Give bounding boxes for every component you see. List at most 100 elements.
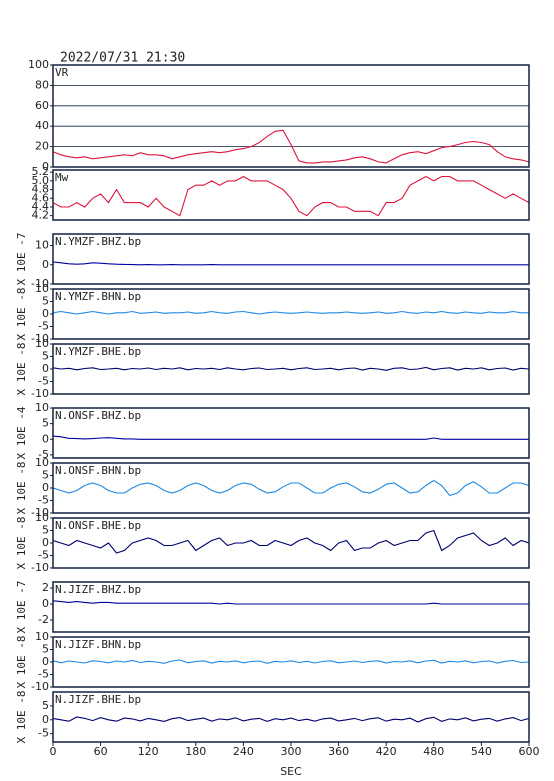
y-tick-label: 5.0 xyxy=(32,174,50,187)
unit-label: X 10E -8 xyxy=(15,517,28,570)
y-tick-label: 4.6 xyxy=(32,191,50,204)
y-tick-label: 5 xyxy=(42,295,49,308)
panel-label: N.YMZF.BHN.bp xyxy=(55,290,141,303)
figure-title: 2022/07/31 21:30 xyxy=(60,51,185,66)
y-tick-label: -10 xyxy=(31,277,49,290)
y-tick-label: -10 xyxy=(31,332,49,345)
y-tick-label: 10 xyxy=(35,401,49,414)
y-tick-label: 0 xyxy=(42,307,49,320)
y-tick-label: 100 xyxy=(28,58,49,71)
y-tick-label: 5 xyxy=(42,350,49,363)
unit-label: X 10E -7 xyxy=(15,233,28,286)
y-tick-label: 20 xyxy=(35,140,49,153)
trace xyxy=(53,659,529,664)
y-tick-label: 60 xyxy=(35,99,49,112)
trace xyxy=(53,310,529,315)
panel-frame xyxy=(52,343,530,395)
unit-label: X 10E -8 xyxy=(15,691,28,744)
y-tick-label: 0 xyxy=(42,362,49,375)
panel-frame xyxy=(52,233,530,285)
trace xyxy=(53,366,529,371)
y-tick-label: -10 xyxy=(31,506,49,519)
y-tick-label: 0 xyxy=(42,655,49,668)
panel-label: N.ONSF.BHN.bp xyxy=(55,464,141,477)
x-tick-label: 540 xyxy=(471,745,492,758)
x-tick-label: 120 xyxy=(138,745,159,758)
y-tick-label: 0 xyxy=(42,713,49,726)
y-tick-label: 10 xyxy=(35,511,49,524)
unit-label: X 10E -4 xyxy=(15,406,28,459)
x-tick-label: 420 xyxy=(376,745,397,758)
panel-label: N.YMZF.BHE.bp xyxy=(55,345,141,358)
trace xyxy=(53,129,529,164)
y-tick-label: 5 xyxy=(42,524,49,537)
y-tick-label: -10 xyxy=(31,680,49,693)
y-tick-label: 0 xyxy=(42,597,49,610)
y-tick-label: 0 xyxy=(42,536,49,549)
panel-frame xyxy=(52,407,530,459)
y-tick-label: 4.4 xyxy=(32,200,50,213)
panel-label: N.ONSF.BHZ.bp xyxy=(55,409,141,422)
panel-frame xyxy=(52,169,530,221)
y-tick-label: 5.2 xyxy=(32,165,50,178)
unit-label: X 10E -8 xyxy=(15,636,28,689)
y-tick-label: 4.8 xyxy=(32,183,50,196)
x-tick-label: 300 xyxy=(281,745,302,758)
x-tick-label: 240 xyxy=(233,745,254,758)
y-tick-label: 0 xyxy=(42,432,49,445)
y-tick-label: 0 xyxy=(42,481,49,494)
x-tick-label: 60 xyxy=(94,745,108,758)
x-tick-label: 180 xyxy=(185,745,206,758)
panel-frame xyxy=(52,288,530,340)
y-tick-label: -10 xyxy=(31,561,49,574)
y-tick-label: -10 xyxy=(31,387,49,400)
x-tick-label: 480 xyxy=(423,745,444,758)
y-tick-label: 5 xyxy=(42,699,49,712)
y-tick-label: 0 xyxy=(42,160,49,173)
panel-label: N.JIZF.BHN.bp xyxy=(55,638,141,651)
x-tick-label: 0 xyxy=(50,745,57,758)
y-tick-label: 2 xyxy=(42,581,49,594)
y-tick-label: -2 xyxy=(38,613,49,626)
y-tick-label: 4.2 xyxy=(32,209,50,222)
unit-label: X 10E -7 xyxy=(15,581,28,634)
panel-frame xyxy=(52,517,530,569)
trace xyxy=(53,479,529,497)
trace xyxy=(53,529,529,554)
panel-label: Mw xyxy=(55,171,69,184)
panel-frame xyxy=(52,462,530,514)
unit-label: X 10E -8 xyxy=(15,462,28,515)
y-tick-label: 5 xyxy=(42,469,49,482)
trace xyxy=(53,716,529,723)
y-tick-label: 10 xyxy=(35,239,49,252)
panel-label: N.JIZF.BHE.bp xyxy=(55,693,141,706)
y-tick-label: 10 xyxy=(35,630,49,643)
y-tick-label: -5 xyxy=(38,668,49,681)
unit-label: X 10E -8 xyxy=(15,288,28,341)
x-tick-label: 360 xyxy=(328,745,349,758)
y-tick-label: 80 xyxy=(35,78,49,91)
y-tick-label: -5 xyxy=(38,375,49,388)
y-tick-label: -5 xyxy=(38,448,49,461)
panel-label: N.YMZF.BHZ.bp xyxy=(55,235,141,248)
trace xyxy=(53,175,529,217)
unit-label: X 10E -8 xyxy=(15,343,28,396)
y-tick-label: -5 xyxy=(38,320,49,333)
panel-frame xyxy=(52,64,530,168)
y-tick-label: 10 xyxy=(35,337,49,350)
trace xyxy=(53,435,529,440)
panel-frame xyxy=(52,636,530,688)
panel-frame xyxy=(52,581,530,633)
y-tick-label: 40 xyxy=(35,119,49,132)
y-tick-label: 5 xyxy=(42,417,49,430)
panel-label: VR xyxy=(55,66,69,79)
x-axis-label: SEC xyxy=(280,765,302,778)
y-tick-label: -5 xyxy=(38,494,49,507)
y-tick-label: 10 xyxy=(35,282,49,295)
panel-label: N.ONSF.BHE.bp xyxy=(55,519,141,532)
y-tick-label: 5 xyxy=(42,643,49,656)
trace xyxy=(53,600,529,605)
panel-label: N.JIZF.BHZ.bp xyxy=(55,583,141,596)
x-tick-label: 600 xyxy=(519,745,540,758)
